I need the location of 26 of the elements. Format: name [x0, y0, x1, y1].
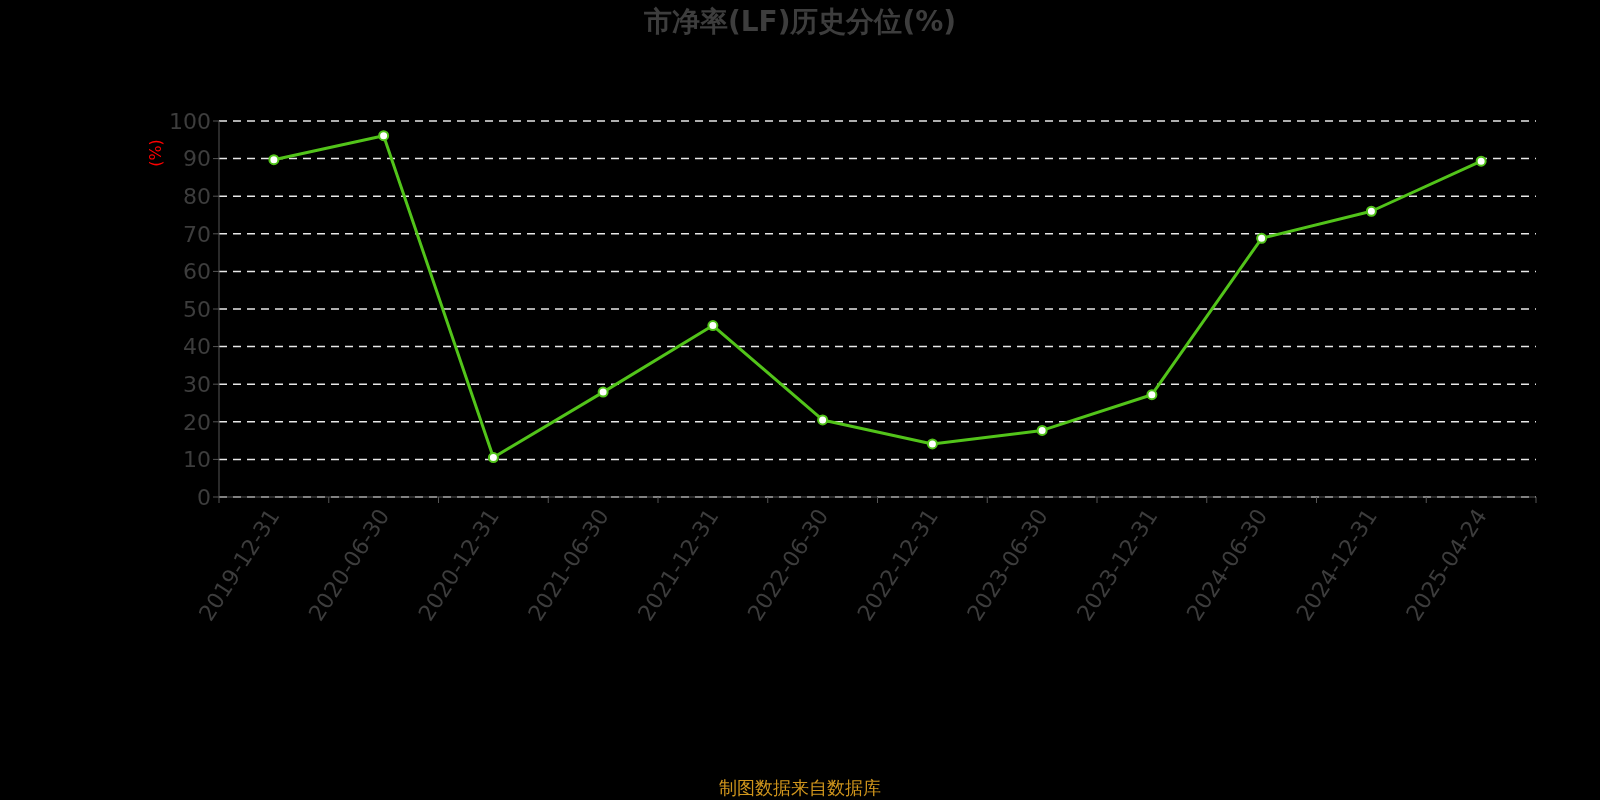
point [597, 386, 609, 398]
y-tick-label: 30 [183, 372, 211, 398]
chart-title: 市净率(LF)历史分位(%) [643, 5, 957, 38]
y-tick-label: 70 [183, 221, 211, 247]
point [1036, 424, 1048, 436]
y-tick-label: 20 [183, 409, 211, 435]
point [378, 130, 390, 142]
point [487, 452, 499, 464]
y-tick-label: 80 [183, 184, 211, 210]
y-tick-label: 10 [183, 447, 211, 473]
point [817, 414, 829, 426]
y-axis-title: (%) [146, 139, 165, 167]
point [1146, 389, 1158, 401]
point [268, 154, 280, 166]
y-tick-label: 90 [183, 146, 211, 172]
text: 制图数据来自数据库 [719, 777, 881, 798]
y-tick-label: 40 [183, 334, 211, 360]
y-tick-label: 100 [169, 108, 211, 134]
point [926, 438, 938, 450]
point [1365, 205, 1377, 217]
point [1475, 155, 1487, 167]
y-tick-label: 0 [197, 484, 211, 510]
y-tick-label: 50 [183, 296, 211, 322]
point [707, 320, 719, 332]
point [1256, 232, 1268, 244]
y-tick-label: 60 [183, 259, 211, 285]
